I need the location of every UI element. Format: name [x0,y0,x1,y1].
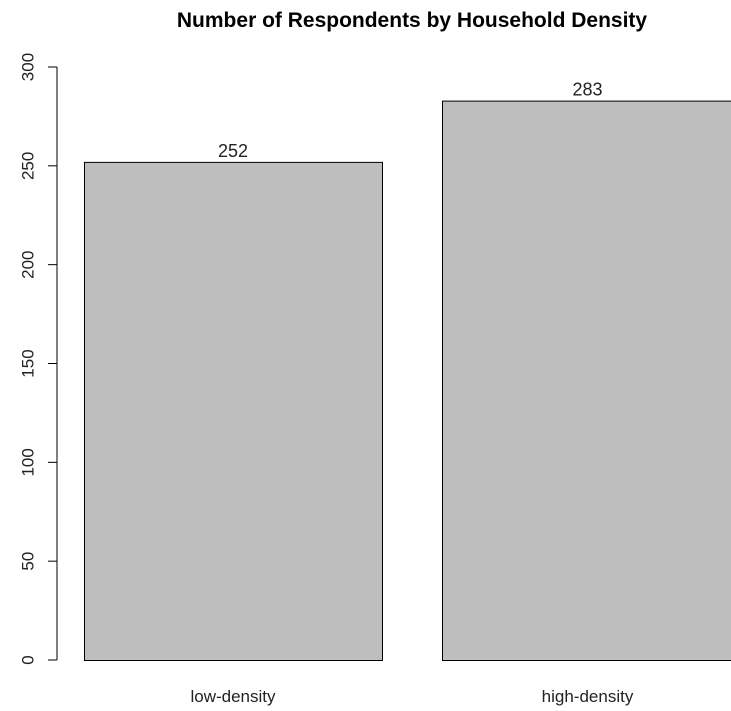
y-tick-label: 200 [19,250,38,278]
bar-low-density [84,161,383,661]
x-axis-labels: low-density high-density [190,687,633,706]
bar-high-density [442,100,731,661]
y-tick-label: 50 [19,552,38,571]
data-label: 283 [572,80,602,100]
y-tick-label: 150 [19,349,38,377]
y-tick-label: 100 [19,448,38,476]
data-label: 252 [218,141,248,161]
bars [84,100,731,661]
y-tick-label: 250 [19,152,38,180]
x-category-label: high-density [542,687,634,706]
data-labels: 252 283 [218,80,603,161]
y-tick-label: 300 [19,53,38,81]
chart-title: Number of Respondents by Household Densi… [177,9,648,32]
y-axis: 0 50 100 150 200 250 300 [19,53,58,665]
x-category-label: low-density [190,687,276,706]
y-tick-label: 0 [19,655,38,664]
